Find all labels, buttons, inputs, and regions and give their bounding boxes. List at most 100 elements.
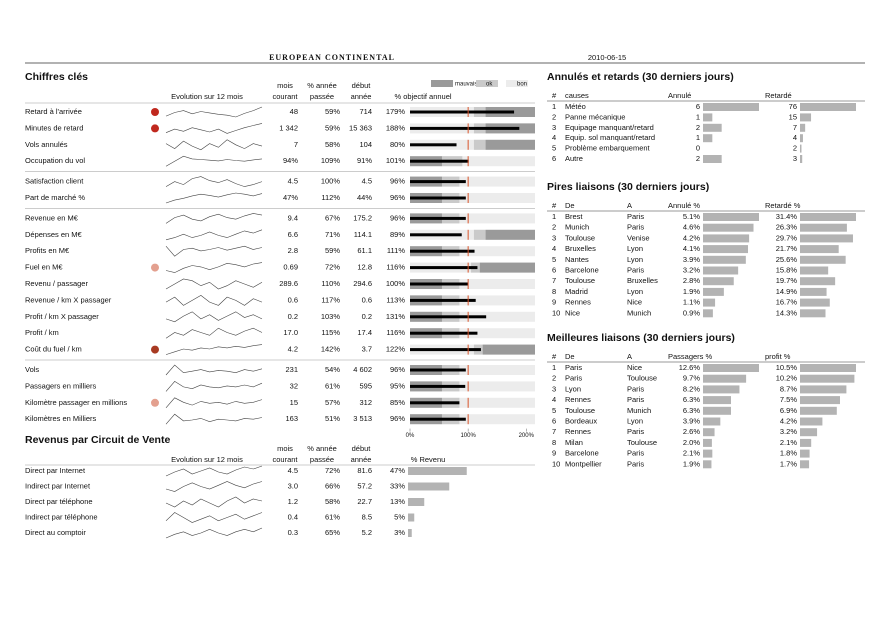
bullet-bon <box>410 279 535 289</box>
column-header: mois <box>277 444 293 453</box>
legend-swatch <box>476 80 498 87</box>
bullet-bar <box>410 368 466 372</box>
table-cell: 3 <box>552 384 556 393</box>
sparkline <box>165 512 263 523</box>
ytd-value: 4.5 <box>362 177 372 186</box>
table-cell: 4 <box>552 395 556 404</box>
table-cell: Météo <box>565 102 586 111</box>
bullet-bon <box>410 193 535 203</box>
table-cell: Toulouse <box>565 276 595 285</box>
table-cell: Nantes <box>565 255 589 264</box>
row-label: Coût du fuel / km <box>25 345 82 354</box>
sparkline <box>165 465 263 477</box>
column-header: causes <box>565 91 589 100</box>
table-cell: 2 <box>552 112 556 121</box>
table-value: 6.9% <box>780 406 797 415</box>
ytd-value: 17.4 <box>357 328 372 337</box>
ytd-value: 3 513 <box>353 414 372 423</box>
goal-value: 96% <box>390 365 405 374</box>
current-value: 17.0 <box>283 328 298 337</box>
table-cell: Paris <box>627 395 644 404</box>
table-value: 6 <box>696 102 700 111</box>
share-bar <box>408 498 425 506</box>
table-value: 4.1% <box>683 244 700 253</box>
goal-value: 96% <box>390 177 405 186</box>
column-header: courant <box>272 92 298 101</box>
current-value: 163 <box>285 414 298 423</box>
current-value: 4.5 <box>288 466 298 475</box>
table-cell: Nice <box>565 308 580 317</box>
current-value: 231 <box>285 365 298 374</box>
table-bar <box>703 245 749 254</box>
table-cell: Milan <box>565 438 583 447</box>
column-header: Annulé <box>668 91 691 100</box>
last-year-value: 100% <box>321 177 341 186</box>
table-value: 1 <box>696 133 700 142</box>
table-cell: Paris <box>627 449 644 458</box>
row-label: Kilomètres en Milliers <box>25 414 97 423</box>
column-header: A <box>627 352 632 361</box>
table-value: 31.4% <box>776 212 798 221</box>
table-bar <box>703 287 724 296</box>
ytd-value: 714 <box>359 107 372 116</box>
share-value: 13% <box>390 497 405 506</box>
table-cell: Toulouse <box>627 438 657 447</box>
ytd-value: 4 602 <box>353 365 372 374</box>
last-year-value: 72% <box>325 466 340 475</box>
goal-value: 96% <box>390 414 405 423</box>
table-bar <box>800 417 823 426</box>
bullet-bon <box>410 156 535 167</box>
ytd-value: 12.8 <box>357 263 372 272</box>
table-cell: Munich <box>627 308 651 317</box>
share-value: 33% <box>390 481 405 490</box>
current-value: 48 <box>290 107 298 116</box>
column-header: Retardé % <box>765 201 801 210</box>
table-bar <box>703 213 759 221</box>
sparkline <box>165 327 263 339</box>
row-label: Occupation du vol <box>25 156 85 165</box>
legend-label: bon <box>517 82 527 88</box>
goal-value: 111% <box>387 246 405 255</box>
bullet-mauvais <box>485 229 535 240</box>
column-header: % année <box>307 444 337 453</box>
table-value: 15.8% <box>776 265 798 274</box>
last-year-value: 71% <box>325 230 340 239</box>
goal-value: 179% <box>386 107 406 116</box>
column-header: Passagers % <box>668 352 713 361</box>
ytd-value: 175.2 <box>353 213 372 222</box>
table-cell: 10 <box>552 459 560 468</box>
report-title: EUROPEAN CONTINENTAL <box>269 53 395 62</box>
table-value: 14.3% <box>776 308 798 317</box>
last-year-value: 142% <box>321 345 341 354</box>
table-value: 3 <box>793 154 797 163</box>
table-bar <box>800 234 853 243</box>
column-header: De <box>565 352 575 361</box>
alert-dot <box>151 398 159 407</box>
table-bar <box>800 385 847 394</box>
table-cell: Nice <box>627 363 642 372</box>
bullet-bar <box>410 417 466 421</box>
table-cell: 9 <box>552 298 556 307</box>
last-year-value: 109% <box>321 156 341 165</box>
table-cell: Montpellier <box>565 459 602 468</box>
column-header: année <box>351 455 372 464</box>
table-bar <box>703 449 713 458</box>
ytd-value: 91% <box>357 156 372 165</box>
table-value: 2.0% <box>683 438 700 447</box>
current-value: 15 <box>290 398 298 407</box>
table-value: 8.7% <box>780 384 797 393</box>
current-value: 7 <box>294 140 298 149</box>
last-year-value: 54% <box>325 365 340 374</box>
current-value: 3.0 <box>288 481 298 490</box>
bullet-tick-label: 100% <box>460 433 476 439</box>
table-cell: 1 <box>552 102 556 111</box>
table-cell: Toulouse <box>565 406 595 415</box>
sparkline <box>165 527 263 539</box>
table-cell: 7 <box>552 427 556 436</box>
alert-dot <box>151 263 159 272</box>
current-value: 94% <box>283 156 298 165</box>
last-year-value: 59% <box>325 246 340 255</box>
table-value: 3.9% <box>683 416 700 425</box>
ytd-value: 595 <box>359 381 372 390</box>
bullet-bar <box>410 401 460 405</box>
